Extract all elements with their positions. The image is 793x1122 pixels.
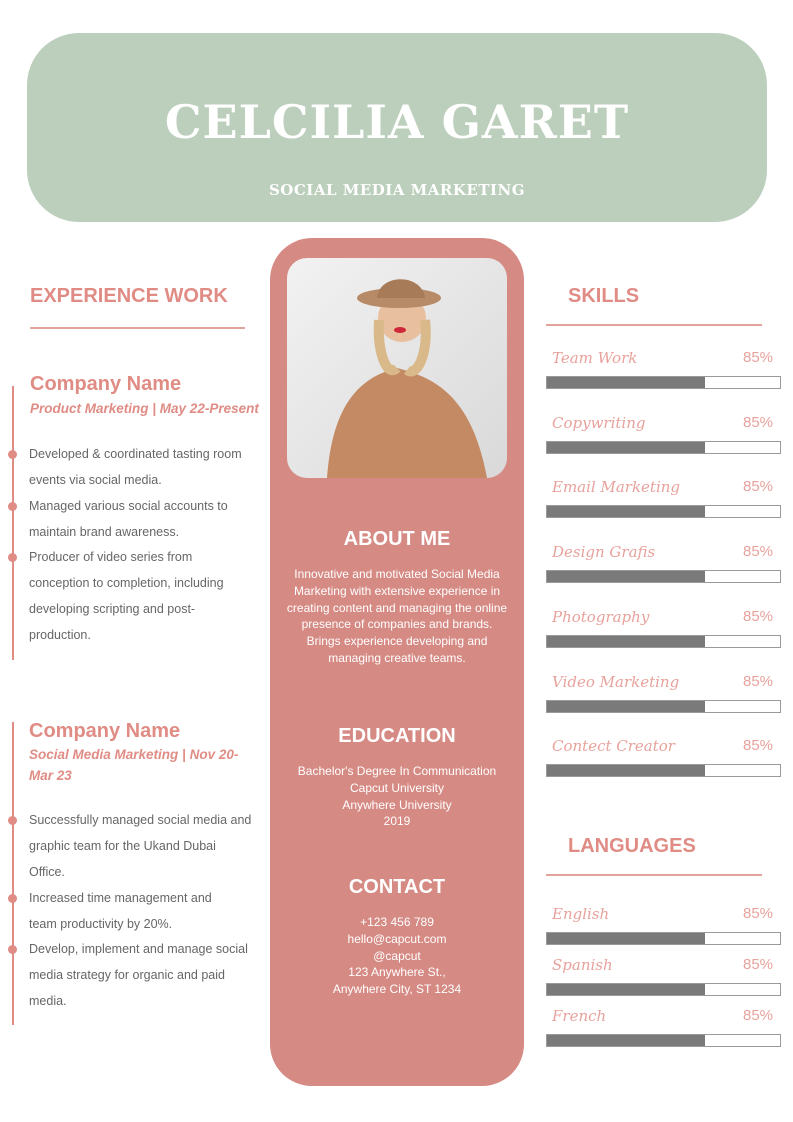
skill-label: Copywriting (552, 413, 646, 432)
contact-email: hello@capcut.com (347, 931, 447, 946)
skill-label: Photography (552, 607, 650, 626)
education-school: Capcut University (349, 780, 445, 795)
job-bullet: Develop, implement and manage social med… (29, 942, 248, 1008)
progress-fill (547, 933, 706, 944)
language-label: English (552, 905, 610, 923)
skills-divider (546, 324, 762, 326)
language-label: Spanish (552, 956, 613, 974)
contact-lines: +123 456 789 hello@capcut.com @capcut 12… (284, 914, 510, 998)
bullet-dot (8, 894, 17, 903)
progress-fill (547, 571, 706, 583)
percent-label: 85% (743, 413, 774, 431)
language-label: French (552, 1007, 607, 1025)
job-bullet: Producer of video series from conception… (29, 550, 224, 642)
education-school: Anywhere University (342, 797, 452, 812)
percent-label: 85% (743, 956, 774, 973)
progress-bar (546, 1034, 781, 1047)
percent-label: 85% (743, 543, 774, 561)
job-position: Social Media Marketing | Nov 20-Mar 23 (29, 747, 239, 783)
progress-fill (547, 377, 706, 388)
percent-label: 85% (743, 349, 774, 366)
job-title: SOCIAL MEDIA MARKETING (268, 181, 526, 199)
person-name: CELCILIA GARET (164, 95, 630, 149)
timeline-line (12, 722, 14, 1025)
progress-fill (547, 984, 706, 995)
languages-heading: LANGUAGES (568, 835, 696, 857)
profile-photo (287, 258, 507, 478)
company-name: Company Name (29, 720, 181, 742)
progress-fill (547, 441, 706, 453)
percent-label: 85% (743, 607, 774, 625)
contact-heading: CONTACT (348, 876, 446, 898)
progress-fill (547, 765, 706, 777)
job-bullet: Managed various social accounts to maint… (29, 499, 228, 539)
experience-heading: EXPERIENCE WORK (30, 285, 228, 307)
progress-fill (547, 506, 706, 518)
education-year: 2019 (383, 814, 411, 829)
percent-label: 85% (743, 905, 774, 922)
education-degree: Bachelor's Degree In Communication (297, 764, 497, 778)
job-bullet: Increased time management and team produ… (29, 891, 212, 931)
about-heading: ABOUT ME (343, 528, 451, 550)
contact-phone: +123 456 789 (360, 915, 434, 929)
bullet-dot (8, 945, 17, 954)
about-text: Innovative and motivated Social Media Ma… (286, 567, 508, 665)
experience-divider (30, 327, 245, 329)
bullet-dot (8, 816, 17, 825)
center-panel: ABOUT ME Innovative and motivated Social… (270, 238, 524, 1086)
percent-label: 85% (743, 737, 774, 755)
skill-label: Video Marketing (552, 672, 680, 691)
header-banner: CELCILIA GARET SOCIAL MEDIA MARKETING (27, 33, 767, 222)
progress-bar (546, 764, 781, 778)
percent-label: 85% (743, 478, 774, 496)
progress-bar (546, 983, 781, 996)
percent-label: 85% (743, 672, 774, 690)
progress-bar (546, 570, 781, 584)
skill-label: Contect Creator (552, 737, 675, 756)
company-name: Company Name (30, 373, 182, 395)
progress-bar (546, 440, 781, 454)
job-position: Product Marketing | May 22-Present (30, 401, 259, 416)
skills-heading: SKILLS (568, 285, 640, 307)
progress-fill (547, 1035, 706, 1046)
progress-bar (546, 505, 781, 519)
bullet-dot (8, 502, 17, 511)
progress-fill (547, 700, 706, 712)
progress-bar (546, 634, 781, 648)
skill-label: Design Grafis (552, 543, 656, 562)
progress-bar (546, 699, 781, 713)
skill-label: Email Marketing (552, 478, 681, 497)
bullet-dot (8, 450, 17, 459)
bullet-dot (8, 553, 17, 562)
progress-bar (546, 932, 781, 945)
education-lines: Bachelor's Degree In Communication Capcu… (284, 763, 510, 830)
languages-divider (546, 874, 762, 876)
contact-handle: @capcut (373, 948, 421, 963)
education-heading: EDUCATION (338, 725, 456, 747)
job-bullet: Developed & coordinated tasting room eve… (29, 447, 242, 487)
timeline-line (12, 386, 14, 660)
progress-bar (546, 376, 781, 389)
contact-address: 123 Anywhere St., (348, 965, 446, 980)
progress-fill (547, 635, 706, 647)
job-bullet: Successfully managed social media and gr… (29, 813, 252, 879)
skill-label: Team Work (552, 349, 638, 367)
contact-address: Anywhere City, ST 1234 (332, 982, 462, 997)
percent-label: 85% (743, 1007, 774, 1024)
